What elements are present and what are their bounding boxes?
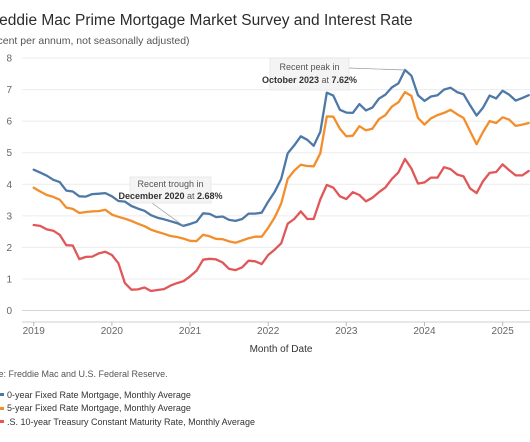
annotation-leader-2 xyxy=(348,67,405,71)
annotation-value-1: 2.68% xyxy=(197,191,223,201)
legend-swatch-2 xyxy=(0,406,4,410)
legend-label-3: .S. 10-year Treasury Constant Maturity R… xyxy=(7,416,255,427)
annotation-connector-1: at xyxy=(185,191,198,201)
annotation-value-2: 7.62% xyxy=(332,75,358,85)
legend-item-2: 5-year Fixed Rate Mortgage, Monthly Aver… xyxy=(0,402,255,416)
y-tick-label-2: 2 xyxy=(6,243,12,254)
legend-item-3: .S. 10-year Treasury Constant Maturity R… xyxy=(0,415,255,429)
legend-swatch-1 xyxy=(0,393,4,397)
x-tick-label-2020: 2020 xyxy=(101,326,124,337)
y-tick-label-5: 5 xyxy=(6,148,12,159)
y-tick-label-6: 6 xyxy=(6,117,12,128)
annotation-detail-2: October 2023 at 7.62% xyxy=(262,75,357,85)
annotation-box-1 xyxy=(129,176,212,204)
legend-label-2: 5-year Fixed Rate Mortgage, Monthly Aver… xyxy=(7,403,191,414)
legend-label-1: 0-year Fixed Rate Mortgage, Monthly Aver… xyxy=(7,389,191,400)
annotation-date-1: December 2020 xyxy=(118,191,184,201)
annotation-leader-1 xyxy=(151,202,184,227)
y-tick-label-4: 4 xyxy=(6,180,12,191)
series-line-2 xyxy=(32,90,530,244)
line-chart: 0 1 2 3 4 5 6 7 8 2019 2020 2021 2022 2023 2024 2025 R… xyxy=(6,54,530,355)
y-tick-label-1: 1 xyxy=(6,274,12,285)
x-tick-label-2025: 2025 xyxy=(492,326,515,337)
annotation-detail-1: December 2020 at 2.68% xyxy=(118,191,222,201)
annotation-title-2: Recent peak in xyxy=(279,62,339,72)
annotation-title-1: Recent trough in xyxy=(137,179,203,189)
y-tick-label-7: 7 xyxy=(6,85,12,96)
legend-swatch-3 xyxy=(0,420,4,424)
source-note: ce: Freddie Mac and U.S. Federal Reserve… xyxy=(0,369,168,379)
x-tick-label-2022: 2022 xyxy=(257,326,280,337)
x-axis-label: Month of Date xyxy=(250,344,313,355)
page-title: reddie Mac Prime Mortgage Market Survey … xyxy=(0,12,413,29)
page-subtitle: rcent per annum, not seasonally adjusted… xyxy=(0,35,190,47)
x-tick-label-2021: 2021 xyxy=(179,326,202,337)
series-line-3 xyxy=(32,157,530,293)
x-tick-label-2023: 2023 xyxy=(335,326,358,337)
annotation-connector-2: at xyxy=(319,75,332,85)
x-tick-label-2024: 2024 xyxy=(413,326,436,337)
legend: 0-year Fixed Rate Mortgage, Monthly Aver… xyxy=(0,388,255,429)
x-tick-label-2019: 2019 xyxy=(23,326,46,337)
annotation-date-2: October 2023 xyxy=(262,75,319,85)
y-tick-label-8: 8 xyxy=(6,54,12,65)
legend-item-1: 0-year Fixed Rate Mortgage, Monthly Aver… xyxy=(0,388,255,402)
y-tick-label-3: 3 xyxy=(6,211,12,222)
y-tick-label-0: 0 xyxy=(6,306,12,317)
series-line-1 xyxy=(32,68,530,228)
annotation-box-2 xyxy=(269,57,350,91)
